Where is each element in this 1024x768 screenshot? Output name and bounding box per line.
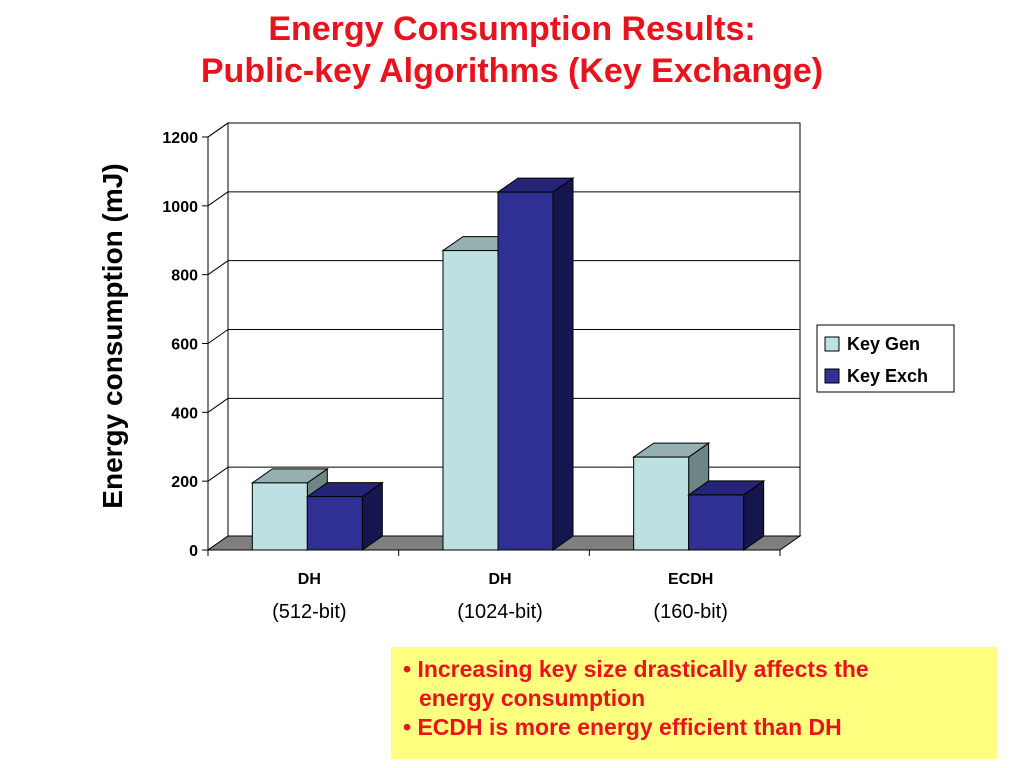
legend-swatch xyxy=(824,336,840,352)
legend-swatch xyxy=(824,368,840,384)
note-bullet-1: • Increasing key size drastically affect… xyxy=(403,656,869,682)
gridline-side xyxy=(207,260,229,276)
bar-key-gen-1 xyxy=(251,482,308,551)
notes-box: • Increasing key size drastically affect… xyxy=(391,647,997,759)
y-axis-label: Energy consumption (mJ) xyxy=(97,163,128,508)
bar-key-exch-1 xyxy=(306,496,363,551)
gridline-side xyxy=(207,397,229,413)
y-tick-label: 800 xyxy=(171,268,198,285)
x-category-label: DH xyxy=(488,571,511,588)
title-line-1: Energy Consumption Results: xyxy=(268,10,756,48)
y-tick-label: 0 xyxy=(189,543,198,560)
y-tick-label: 400 xyxy=(171,405,198,422)
y-tick-label: 600 xyxy=(171,337,198,354)
note-bullet-2: • ECDH is more energy efficient than DH xyxy=(403,714,842,740)
gridline-side xyxy=(207,122,229,138)
bar-chart: 0 200 400 600 800 1000 1200 DH (512-bit) DH (1024-… xyxy=(97,122,955,623)
gridline-side xyxy=(207,466,229,482)
chart-title: Energy Consumption Results: Public-key A… xyxy=(0,8,1024,92)
legend xyxy=(816,324,955,393)
x-category-sublabel: (160-bit) xyxy=(653,601,727,623)
note-bullet-1-cont: energy consumption xyxy=(419,685,646,711)
legend-label: Key Exch xyxy=(847,366,928,386)
bar-key-exch-2 xyxy=(497,191,554,551)
bar-key-exch-2-side xyxy=(552,177,574,551)
y-tick-label: 200 xyxy=(171,474,198,491)
title-line-2: Public-key Algorithms (Key Exchange) xyxy=(200,52,824,90)
y-tick-label: 1000 xyxy=(162,199,198,216)
bar-key-gen-2 xyxy=(442,250,499,551)
gridline-side xyxy=(207,191,229,207)
bar-key-gen-3 xyxy=(633,456,690,551)
x-category-sublabel: (512-bit) xyxy=(272,601,346,623)
bar-key-exch-3 xyxy=(688,494,745,551)
gridline-side xyxy=(207,329,229,344)
y-tick-label: 1200 xyxy=(162,130,198,147)
x-category-label: DH xyxy=(298,571,321,588)
legend-label: Key Gen xyxy=(847,334,920,354)
x-category-label: ECDH xyxy=(668,571,713,588)
x-category-sublabel: (1024-bit) xyxy=(457,601,543,623)
